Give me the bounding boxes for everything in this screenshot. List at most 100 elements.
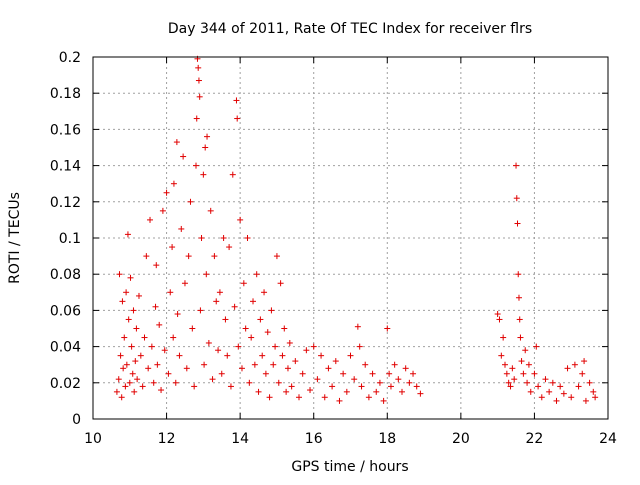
data-point [126, 379, 133, 386]
data-point [123, 289, 130, 296]
data-point [120, 365, 127, 372]
y-tick-label: 0.16 [50, 122, 81, 138]
data-point [296, 394, 302, 401]
data-point [215, 347, 222, 354]
data-point [284, 365, 291, 372]
data-point [286, 339, 293, 346]
data-point [203, 271, 210, 278]
data-point [321, 394, 328, 401]
data-point [113, 388, 120, 395]
data-point [122, 383, 129, 390]
data-point [507, 383, 514, 390]
data-point [248, 334, 255, 341]
data-point [579, 370, 586, 377]
axis-tick-labels: 10 12 14 16 18 20 22 24 0 0.02 0.04 0.06 0.08 0.1 0.12… [50, 50, 617, 447]
data-point [156, 321, 163, 328]
data-point [514, 220, 521, 227]
data-point [143, 253, 150, 260]
data-point [178, 225, 185, 232]
data-point [307, 387, 314, 394]
data-point [553, 397, 560, 404]
data-point [255, 388, 262, 395]
data-point [358, 383, 365, 390]
data-point [314, 376, 321, 383]
data-point [376, 379, 383, 386]
data-point [527, 388, 534, 395]
data-point [395, 376, 402, 383]
data-point [318, 352, 325, 359]
chart-title: Day 344 of 2011, Rate Of TEC Index for r… [168, 21, 532, 37]
x-tick-label: 12 [158, 431, 176, 447]
data-point [272, 343, 279, 350]
grid-layer [93, 57, 608, 419]
data-point [176, 352, 183, 359]
x-tick-label: 10 [84, 431, 102, 447]
data-point [185, 253, 192, 260]
data-point [592, 394, 599, 401]
data-point [132, 358, 139, 365]
data-point [575, 383, 582, 390]
data-point [127, 274, 134, 281]
data-point [518, 358, 525, 365]
data-point [511, 376, 518, 383]
y-tick-label: 0.12 [50, 195, 81, 211]
data-point [498, 352, 505, 359]
scatter-points [113, 55, 599, 404]
data-point [154, 361, 161, 368]
data-point [158, 387, 165, 394]
data-point [538, 394, 545, 401]
data-point [277, 280, 284, 287]
data-point [235, 343, 242, 350]
data-point [581, 358, 588, 365]
data-point [505, 379, 512, 386]
data-point [515, 294, 522, 301]
data-point [141, 334, 148, 341]
data-point [347, 352, 354, 359]
y-tick-label: 0.02 [50, 376, 81, 392]
data-point [119, 298, 126, 305]
data-point [181, 280, 188, 287]
data-point [234, 115, 241, 122]
x-tick-label: 18 [378, 431, 396, 447]
data-point [117, 352, 124, 359]
y-tick-label: 0.2 [59, 50, 81, 66]
data-point [373, 388, 380, 395]
data-point [226, 244, 233, 251]
data-point [586, 379, 593, 386]
data-point [211, 253, 218, 260]
data-point [167, 289, 174, 296]
data-point [292, 358, 299, 365]
data-point [134, 376, 141, 383]
x-tick-label: 20 [452, 431, 470, 447]
data-point [384, 325, 391, 332]
data-point [193, 115, 200, 122]
data-point [399, 388, 405, 395]
data-point [216, 289, 223, 296]
data-point [275, 379, 282, 386]
data-point [131, 388, 138, 395]
data-point [240, 280, 247, 287]
data-point [153, 262, 160, 269]
data-point [220, 235, 227, 241]
data-point [329, 383, 336, 390]
data-point [148, 343, 155, 350]
data-point [571, 361, 578, 368]
data-point [145, 365, 152, 372]
y-tick-label: 0.08 [50, 267, 81, 283]
data-point [496, 316, 503, 323]
axis-ticks [92, 56, 609, 420]
y-tick-label: 0.04 [50, 340, 81, 356]
data-point [524, 379, 531, 386]
data-point [303, 347, 310, 354]
y-tick-label: 0.06 [50, 303, 81, 319]
data-point [391, 361, 398, 368]
data-point [147, 216, 154, 223]
data-point [191, 383, 198, 390]
data-point [197, 307, 204, 314]
data-point [180, 153, 187, 160]
data-point [189, 325, 196, 332]
data-point [386, 370, 393, 377]
data-point [535, 383, 542, 390]
data-point [515, 271, 522, 278]
data-point [257, 316, 264, 323]
